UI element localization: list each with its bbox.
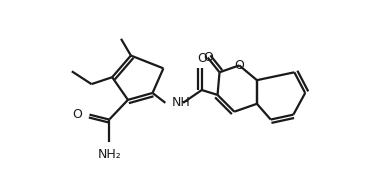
Text: O: O — [234, 59, 244, 72]
Text: NH₂: NH₂ — [97, 148, 121, 161]
Text: NH: NH — [172, 96, 191, 109]
Text: O: O — [72, 108, 82, 121]
Text: O: O — [197, 52, 207, 65]
Text: O: O — [203, 51, 213, 64]
